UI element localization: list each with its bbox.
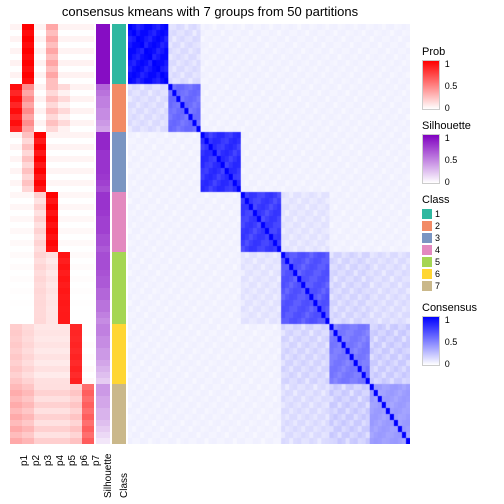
consensus-legend-title: Consensus xyxy=(422,302,500,314)
consensus-gradient-bar xyxy=(422,316,440,366)
class-swatch-5: 5 xyxy=(422,256,500,268)
x-axis-labels: p1p2p3p4p5p6p7Silhouette Class xyxy=(10,446,170,502)
class-swatch-7: 7 xyxy=(422,280,500,292)
silhouette-legend: Silhouette 00.51 xyxy=(422,120,500,184)
xlabel-p7: p7 xyxy=(91,455,102,466)
prob-legend-title: Prob xyxy=(422,46,500,58)
xlabel-p5: p5 xyxy=(67,455,78,466)
class-swatch-1: 1 xyxy=(422,208,500,220)
class-swatch-2: 2 xyxy=(422,220,500,232)
chart-title: consensus kmeans with 7 groups from 50 p… xyxy=(0,4,420,19)
class-legend: Class 1234567 xyxy=(422,194,500,292)
class-column xyxy=(112,24,126,444)
class-swatch-4: 4 xyxy=(422,244,500,256)
heatmap-area xyxy=(10,24,410,444)
prob-columns xyxy=(10,24,94,444)
p-column-p6 xyxy=(70,24,82,444)
xlabel-p2: p2 xyxy=(31,455,42,466)
class-legend-title: Class xyxy=(422,194,500,206)
silhouette-ticks: 00.51 xyxy=(445,134,465,182)
p-column-p1 xyxy=(10,24,22,444)
class-swatch-6: 6 xyxy=(422,268,500,280)
p-column-p2 xyxy=(22,24,34,444)
consensus-matrix xyxy=(128,24,410,444)
p-column-p5 xyxy=(58,24,70,444)
p-column-p7 xyxy=(82,24,94,444)
prob-ticks: 00.51 xyxy=(445,60,465,108)
silhouette-legend-title: Silhouette xyxy=(422,120,500,132)
legends-panel: Prob 00.51 Silhouette 00.51 Class 123456… xyxy=(422,46,500,376)
class-swatches: 1234567 xyxy=(422,208,500,292)
xlabel-p3: p3 xyxy=(43,455,54,466)
consensus-ticks: 00.51 xyxy=(445,316,465,364)
xlabel-silhouette: Silhouette xyxy=(103,454,114,498)
prob-legend: Prob 00.51 xyxy=(422,46,500,110)
xlabel-p6: p6 xyxy=(79,455,90,466)
xlabel-class: Class xyxy=(119,473,130,498)
xlabel-p1: p1 xyxy=(19,455,30,466)
silhouette-gradient-bar xyxy=(422,134,440,184)
p-column-p3 xyxy=(34,24,46,444)
prob-gradient-bar xyxy=(422,60,440,110)
p-column-p4 xyxy=(46,24,58,444)
silhouette-column xyxy=(96,24,110,444)
xlabel-p4: p4 xyxy=(55,455,66,466)
consensus-legend: Consensus 00.51 xyxy=(422,302,500,366)
class-swatch-3: 3 xyxy=(422,232,500,244)
